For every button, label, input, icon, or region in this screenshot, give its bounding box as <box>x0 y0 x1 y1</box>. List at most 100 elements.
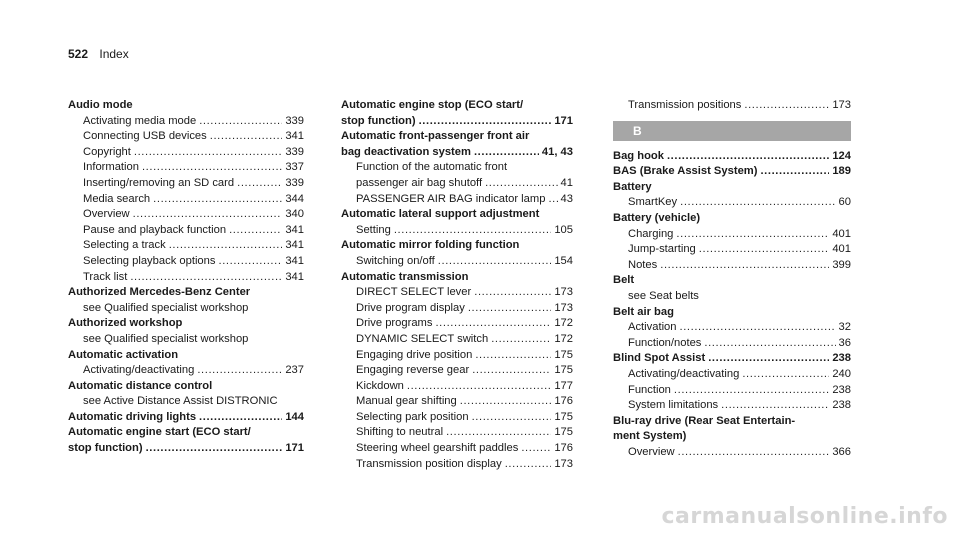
leader-dots <box>474 145 539 161</box>
sub-entry-text: PASSENGER AIR BAG indicator lamp <box>356 192 546 205</box>
entry-title: Automatic mirror folding function <box>341 239 520 252</box>
sub-entry: Steering wheel gearshift paddles 176 <box>341 441 573 457</box>
entry-title: Battery (vehicle) <box>613 211 701 224</box>
page-ref: 173 <box>554 457 573 470</box>
leader-dots <box>667 149 829 165</box>
index-entry: BAS (Brake Assist System) 189 <box>613 164 851 180</box>
sub-entry: Copyright 339 <box>68 145 304 161</box>
sub-entry: Shifting to neutral 175 <box>341 425 573 441</box>
entry-title: Automatic engine start (ECO start/ <box>68 426 251 439</box>
entry-title: Automatic activation <box>68 348 179 361</box>
index-entry: Automatic lateral support adjustment Sett… <box>341 207 573 238</box>
entry-title-row-text: BAS (Brake Assist System) <box>613 165 758 178</box>
page-ref: 341 <box>285 223 304 236</box>
leader-dots <box>210 129 283 145</box>
sub-entry: Engaging drive position 175 <box>341 348 573 364</box>
entry-title: Authorized workshop <box>68 317 183 330</box>
page-ref: 366 <box>832 445 851 458</box>
index-entry: Bag hook 124 <box>613 149 851 165</box>
leader-dots <box>407 379 551 395</box>
leader-dots <box>491 332 551 348</box>
sub-entry-text: Drive programs <box>356 317 433 330</box>
index-entry: Belt see Seat belts <box>613 273 851 304</box>
sub-entry: Selecting playback options 341 <box>68 254 304 270</box>
entry-title-cont: stop function) <box>68 442 143 455</box>
page-ref: 175 <box>554 410 573 423</box>
sub-entry-text: Function/notes <box>628 336 702 349</box>
leader-dots <box>218 254 282 270</box>
page-ref: 144 <box>285 410 304 423</box>
page-ref: 341 <box>285 254 304 267</box>
sub-entry: Overview 366 <box>613 445 851 461</box>
sub-entry-text: Activating/deactivating <box>83 364 195 377</box>
sub-entry-text: Connecting USB devices <box>83 130 207 143</box>
sub-entry-text: Engaging reverse gear <box>356 364 470 377</box>
index-entry: Blu-ray drive (Rear Seat Entertain-ment … <box>613 414 851 461</box>
leader-dots <box>676 227 829 243</box>
index-entry: Automatic transmission DIRECT SELECT leve… <box>341 270 573 473</box>
sub-entry: Activating/deactivating 240 <box>613 367 851 383</box>
entry-title-row: ment System) <box>613 429 851 445</box>
page-ref: 399 <box>832 258 851 271</box>
page-ref: 339 <box>285 176 304 189</box>
sub-entry: Transmission positions 173 <box>613 98 851 114</box>
page-ref: 189 <box>832 165 851 178</box>
sub-entry: SmartKey 60 <box>613 195 851 211</box>
index-entry: Belt air bag Activation 32 Function/notes 36 <box>613 305 851 352</box>
leader-dots <box>472 363 551 379</box>
sub-entry-text: Function <box>628 383 671 396</box>
sub-entry-text: Steering wheel gearshift paddles <box>356 442 519 455</box>
index-entry: Authorized workshop see Qualified special… <box>68 316 304 347</box>
page-ref: 41, 43 <box>541 145 573 158</box>
entry-title-cont: bag deactivation system <box>341 145 471 158</box>
index-entry: Battery SmartKey 60 <box>613 180 851 211</box>
sub-entry: Kickdown 177 <box>341 379 573 395</box>
sub-entry-text: Overview <box>83 208 130 221</box>
leader-dots <box>505 457 552 473</box>
entry-title-row: stop function) 171 <box>341 114 573 130</box>
leader-dots <box>237 176 282 192</box>
page-label: Index <box>99 47 129 61</box>
page-ref: 339 <box>285 114 304 127</box>
page-ref: 240 <box>832 367 851 380</box>
entry-title-row-text: Bag hook <box>613 149 664 162</box>
leader-dots <box>674 383 829 399</box>
sub-entry-text: Inserting/removing an SD card <box>83 176 235 189</box>
sub-entry: Function 238 <box>613 383 851 399</box>
leader-dots <box>468 301 552 317</box>
entry-title-cont: stop function) <box>341 114 416 127</box>
page-ref: 171 <box>285 442 304 455</box>
leader-dots <box>680 195 835 211</box>
leader-dots <box>708 351 829 367</box>
sub-entry: Track list 341 <box>68 270 304 286</box>
sub-entry-text: Setting <box>356 223 391 236</box>
leader-dots <box>197 363 282 379</box>
sub-entry-text: Activating media mode <box>83 114 197 127</box>
sub-entry-text: Overview <box>628 445 675 458</box>
leader-dots <box>704 336 835 352</box>
leader-dots <box>199 410 282 426</box>
page-ref: 105 <box>554 223 573 236</box>
page-ref: 32 <box>838 321 851 334</box>
sub-entry: Information 337 <box>68 160 304 176</box>
page-ref: 172 <box>554 332 573 345</box>
sub-entry-text: Jump-starting <box>628 243 696 256</box>
sub-entry: see Seat belts <box>628 289 699 302</box>
sub-entry: see Qualified specialist workshop <box>83 332 249 345</box>
page-ref: 172 <box>554 317 573 330</box>
leader-dots <box>721 398 829 414</box>
sub-entry-text: Notes <box>628 258 658 271</box>
entry-title-row: Blind Spot Assist 238 <box>613 351 851 367</box>
page-ref: 175 <box>554 426 573 439</box>
sub-entry: DIRECT SELECT lever 173 <box>341 285 573 301</box>
sub-entry: Activating/deactivating 237 <box>68 363 304 379</box>
sub-entry: Overview 340 <box>68 207 304 223</box>
page-ref: 173 <box>832 99 851 111</box>
sub-entry: Setting 105 <box>341 223 573 239</box>
page-ref: 238 <box>832 352 851 365</box>
page-number: 522 <box>68 47 89 61</box>
sub-entry-text: Drive program display <box>356 301 465 314</box>
sub-entry: Drive programs 172 <box>341 316 573 332</box>
entry-title: Belt air bag <box>613 305 674 318</box>
